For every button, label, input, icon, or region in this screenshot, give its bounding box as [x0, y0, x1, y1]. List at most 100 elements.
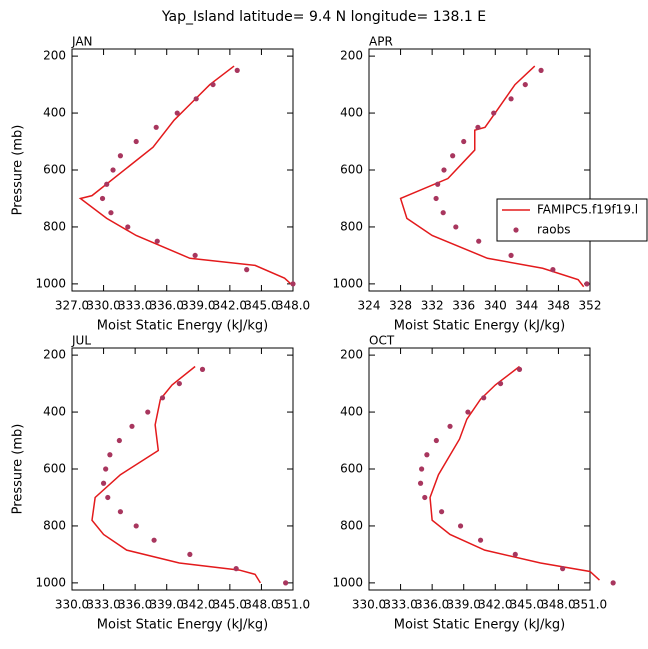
obs-point: [476, 238, 482, 244]
panel-title: JUL: [71, 334, 91, 348]
obs-point: [176, 380, 182, 387]
y-tick-label: 600: [340, 462, 363, 476]
obs-point: [100, 480, 107, 486]
profile-line: [429, 365, 600, 581]
obs-point: [199, 366, 206, 372]
y-tick-label: 800: [43, 518, 66, 532]
x-tick-label: 324: [358, 299, 381, 313]
obs-point: [491, 110, 497, 116]
panel-title: APR: [369, 35, 393, 49]
obs-point: [538, 67, 544, 73]
legend-marker: [513, 227, 519, 233]
x-tick-label: 332: [421, 299, 444, 313]
obs-point: [560, 566, 566, 572]
y-axis-label: Pressure (mb): [11, 424, 26, 515]
obs-point: [116, 437, 122, 444]
y-tick-label: 200: [340, 49, 363, 63]
x-tick-label: 345.0: [213, 598, 247, 612]
x-tick-label: 348.0: [244, 598, 278, 612]
obs-point: [465, 409, 471, 415]
obs-point: [154, 238, 160, 244]
obs-point: [99, 195, 106, 202]
x-tick-label: 339.0: [447, 598, 481, 612]
obs-point: [117, 153, 124, 159]
x-tick-label: 333.0: [86, 598, 120, 612]
obs-point: [424, 452, 430, 458]
obs-point: [145, 409, 151, 415]
x-tick-label: 348: [547, 299, 570, 313]
obs-point: [105, 494, 111, 501]
obs-point: [508, 252, 514, 259]
obs-point: [447, 423, 453, 429]
figure-title: Yap_Island latitude= 9.4 N longitude= 13…: [161, 9, 486, 25]
obs-point: [475, 124, 481, 130]
x-tick-label: 340: [484, 299, 507, 313]
obs-point: [512, 551, 518, 558]
obs-point: [433, 437, 439, 444]
obs-point: [417, 480, 424, 486]
x-axis-label: Moist Static Energy (kJ/kg): [97, 319, 268, 334]
x-tick-label: 333.0: [118, 299, 152, 313]
x-tick-label: 330.0: [86, 299, 120, 313]
obs-point: [103, 466, 109, 472]
profile-line: [399, 65, 585, 288]
obs-point: [233, 566, 239, 572]
obs-point: [435, 181, 441, 187]
obs-point: [481, 395, 487, 401]
obs-point: [192, 252, 198, 259]
y-tick-label: 400: [43, 405, 66, 419]
y-tick-label: 600: [340, 163, 363, 177]
obs-point: [210, 81, 216, 88]
obs-point: [193, 96, 199, 102]
x-tick-label: 351.0: [573, 598, 607, 612]
obs-point: [610, 580, 616, 586]
x-tick-label: 328: [389, 299, 412, 313]
x-tick-label: 336: [452, 299, 475, 313]
x-tick-label: 336.0: [118, 598, 152, 612]
obs-point: [159, 395, 166, 401]
x-tick-label: 336.0: [415, 598, 449, 612]
y-axis-label: Pressure (mb): [11, 125, 26, 216]
panel-title: JAN: [71, 35, 93, 49]
obs-point: [110, 167, 116, 173]
profile-line: [91, 365, 262, 584]
x-tick-label: 339.0: [150, 598, 184, 612]
y-tick-label: 200: [43, 348, 66, 362]
x-tick-label: 327.0: [55, 299, 89, 313]
obs-point: [125, 224, 131, 230]
obs-point: [174, 110, 180, 116]
obs-point: [133, 523, 139, 529]
x-axis-label: Moist Static Energy (kJ/kg): [394, 319, 565, 334]
obs-point: [516, 366, 523, 372]
x-tick-label: 336.0: [150, 299, 184, 313]
obs-point: [419, 466, 425, 472]
x-tick-label: 330.0: [352, 598, 386, 612]
x-axis-label: Moist Static Energy (kJ/kg): [97, 618, 268, 633]
x-tick-label: 330.0: [55, 598, 89, 612]
legend-label: FAMIPC5.f19f19.l: [537, 203, 638, 217]
legend-box: [496, 198, 648, 242]
y-tick-label: 1000: [35, 276, 66, 290]
plot-frame: [368, 347, 591, 591]
x-tick-label: 348.0: [276, 299, 310, 313]
y-tick-label: 600: [43, 163, 66, 177]
y-tick-label: 400: [43, 106, 66, 120]
x-tick-label: 352: [579, 299, 602, 313]
obs-point: [450, 153, 456, 159]
obs-point: [283, 580, 289, 586]
x-axis-label: Moist Static Energy (kJ/kg): [394, 618, 565, 633]
obs-point: [550, 267, 556, 273]
obs-point: [290, 281, 296, 287]
obs-point: [477, 537, 484, 543]
y-tick-label: 400: [340, 405, 363, 419]
y-tick-label: 200: [43, 49, 66, 63]
obs-point: [133, 138, 139, 145]
x-tick-label: 345.0: [510, 598, 544, 612]
obs-point: [234, 67, 240, 73]
y-tick-label: 1000: [35, 575, 66, 589]
y-tick-label: 1000: [332, 276, 363, 290]
y-tick-label: 200: [340, 348, 363, 362]
obs-point: [584, 281, 590, 287]
x-tick-label: 342.0: [478, 598, 512, 612]
